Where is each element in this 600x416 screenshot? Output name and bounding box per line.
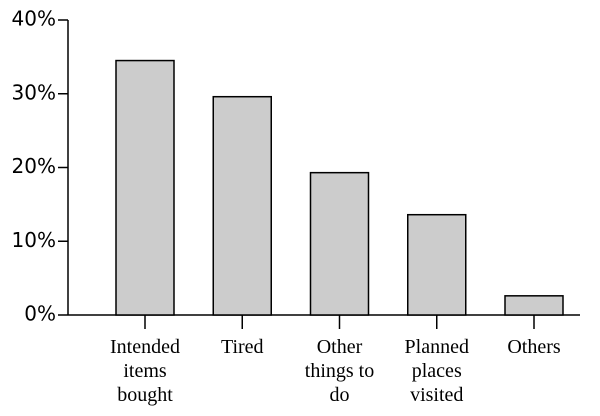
y-tick-label: 10% xyxy=(12,228,56,252)
x-tick-label: Other things to do xyxy=(304,336,375,406)
y-tick-label: 30% xyxy=(12,80,56,104)
bar xyxy=(407,213,467,316)
bar xyxy=(115,59,175,316)
bar xyxy=(309,171,370,316)
y-tick-label: 20% xyxy=(12,154,56,178)
y-tick-label: 40% xyxy=(12,7,56,31)
x-tick-label: Planned places visited xyxy=(404,336,469,406)
y-tick-label: 0% xyxy=(24,302,56,326)
x-tick-label: Intended items bought xyxy=(110,336,180,406)
bar xyxy=(212,95,272,316)
bar xyxy=(504,295,564,316)
x-tick-label: Others xyxy=(507,336,561,358)
x-tick-label: Tired xyxy=(220,336,264,358)
